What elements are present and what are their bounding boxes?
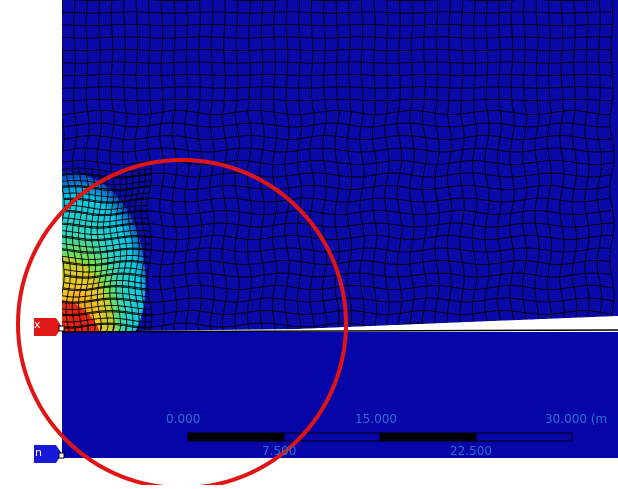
min-marker-label: n: [35, 446, 42, 459]
scale-segment-4: [475, 432, 573, 442]
scale-label-30: 30.000 (m: [545, 412, 608, 426]
contact-line: [61, 329, 618, 333]
scale-label-15: 15.000: [355, 412, 397, 426]
max-marker-label: x: [34, 318, 41, 331]
mesh-grid: [62, 0, 615, 332]
scale-segment-1: [187, 432, 285, 442]
max-flag-icon[interactable]: [34, 318, 65, 336]
scale-segment-3: [379, 432, 477, 442]
mesh-lines: [62, 0, 615, 332]
contact-gap: [298, 316, 618, 332]
mesh-body: [62, 0, 618, 332]
scale-label-0: 0.000: [166, 412, 201, 426]
scale-bar: [187, 432, 573, 442]
scale-label-7-5: 7.500: [262, 444, 297, 458]
scale-label-22-5: 22.500: [450, 444, 492, 458]
stress-contour-peak: [62, 300, 100, 332]
min-flag-icon[interactable]: [34, 445, 65, 463]
